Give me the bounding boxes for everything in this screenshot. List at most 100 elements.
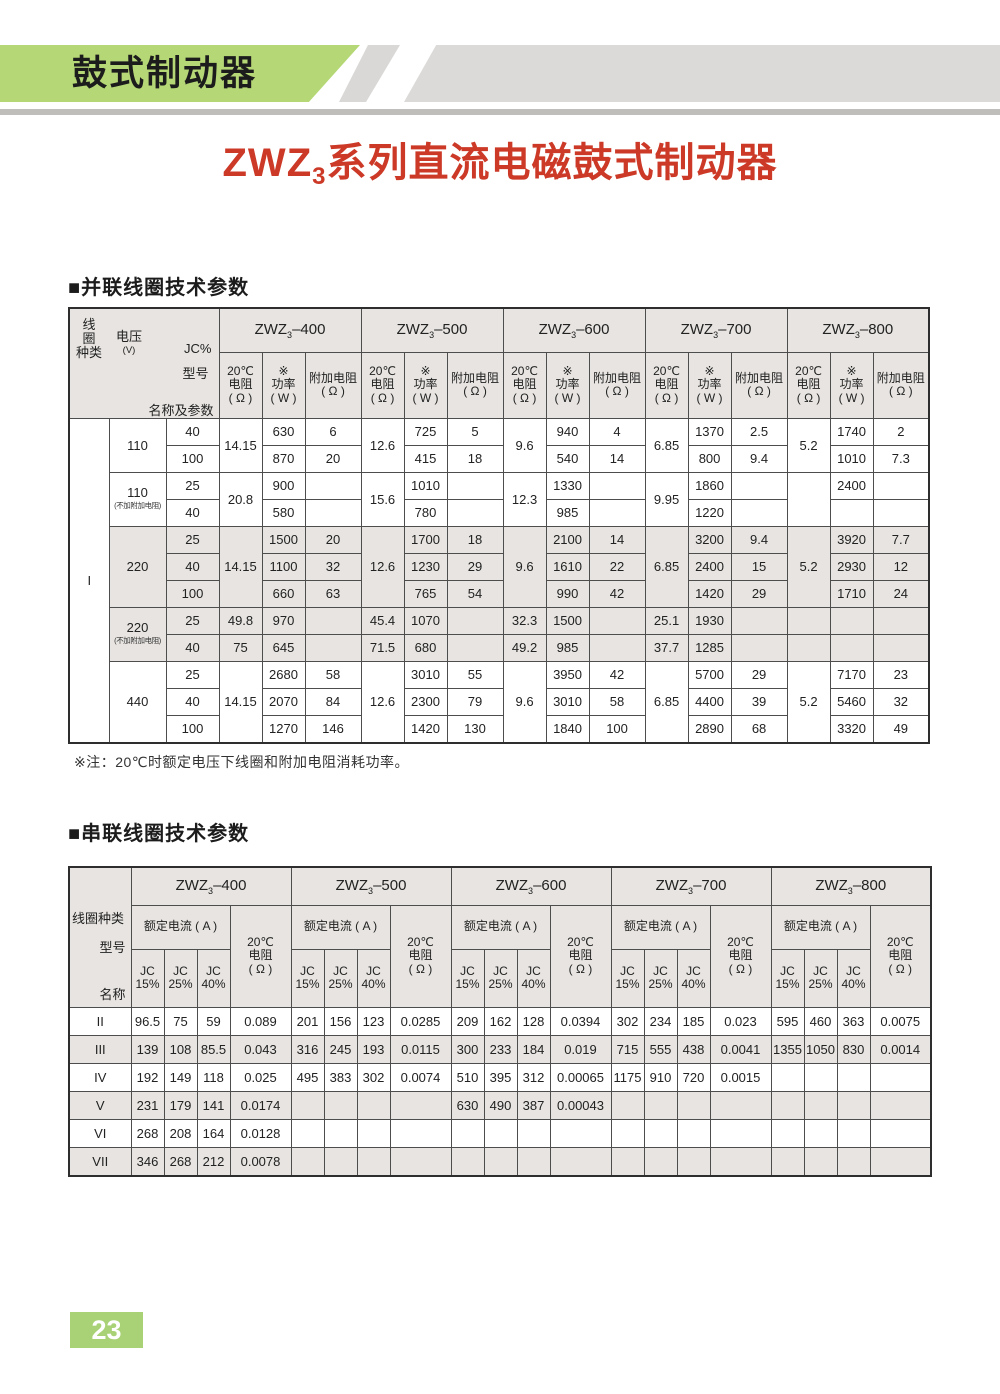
corner-label-model: 型号 [182,366,209,382]
table-cell: 0.0174 [229,1090,292,1120]
table-cell: 9.6 [502,417,547,473]
table-cell: 29 [730,660,788,689]
table-cell: 100 [165,714,220,743]
table-cell: 2400 [829,471,874,500]
table-cell: 2680 [261,660,306,689]
table-cell: 49.8 [218,606,263,635]
table-cell: 440 [108,660,167,743]
table-cell: 40 [165,417,220,446]
table-cell: 7.7 [872,525,930,554]
table-cell [588,633,646,662]
table-cell [803,1062,838,1092]
table-cell: 208 [163,1118,198,1148]
table-cell: 2070 [261,687,306,716]
table-cell [709,1118,772,1148]
table-cell: 110 [108,417,167,473]
table-cell: 725 [403,417,448,446]
table-cell [786,606,831,635]
corner-label-name-params: 名称及参数 [148,403,214,418]
table-cell: 300 [450,1034,485,1064]
table-cell: 268 [163,1146,198,1176]
table-cell: 220 [108,525,167,608]
table-cell: 25.1 [644,606,689,635]
table-cell: 9.95 [644,471,689,527]
table-cell: 1860 [687,471,732,500]
table-cell: 59 [196,1006,231,1036]
table-cell: 29 [730,579,788,608]
table-note: ※注：20℃时额定电压下线圈和附加电阻消耗功率。 [74,754,410,770]
table-cell [872,471,930,500]
table-cell: 1500 [261,525,306,554]
table-cell [304,471,362,500]
rated-current-header: 额定电流 ( A ) [450,904,551,950]
series-table-body: II 96.5 75 59 0.089 201 156 123 0.0285 209 162 128 0… [68,1006,932,1176]
table-row: 220 25 14.15 1500 20 12.6 1700 18 9.6 2100 14 6.85 3… [69,525,930,608]
corner-label-voltage: 电压 (V) [116,329,143,357]
table-cell: 25 [165,525,220,554]
page-title-subscript: 3 [312,163,327,190]
table-cell: 4 [588,417,646,446]
table-cell: 3920 [829,525,874,554]
table-cell: 387 [516,1090,551,1120]
table-cell: 985 [545,498,590,527]
subheader-added-resistance: 附加电阻 ( Ω ) [872,351,930,419]
voltage-unit: (V) [122,345,136,357]
corner-label-name: 名称 [99,987,126,1003]
table-cell [290,1118,325,1148]
table-cell: 15.6 [360,471,405,527]
table-cell [323,1146,358,1176]
table-cell: 37.7 [644,633,689,662]
table-cell: 40 [165,633,220,662]
table-cell [610,1118,645,1148]
table-row: II 96.5 75 59 0.089 201 156 123 0.0285 209 162 128 0… [68,1006,932,1036]
table-cell: 12.6 [360,525,405,608]
subheader-resistance: 20℃ 电阻 ( Ω ) [229,904,292,1008]
table-cell: 1840 [545,714,590,743]
table-cell [872,606,930,635]
table-cell: 5.2 [786,525,831,608]
table-cell: 55 [446,660,504,689]
table-cell: 156 [323,1006,358,1036]
table-cell: 900 [261,471,306,500]
table-cell: 2 [872,417,930,446]
table-cell [803,1118,838,1148]
table-cell: 42 [588,660,646,689]
table-jc-header-row: JC 15% JC 25% JC 40% JC 15% JC 25% JC 40… [69,948,931,1008]
jc40-header: JC 40% [836,948,871,1008]
table-cell: 9.4 [730,525,788,554]
corner-label-coil-type: 线 圈 种类 [76,317,103,361]
table-cell [588,498,646,527]
table-cell: 415 [403,444,448,473]
table-cell: 460 [803,1006,838,1036]
subheader-power: ※ 功率 ( W ) [829,351,874,419]
table-cell: 58 [588,687,646,716]
table-cell: 2890 [687,714,732,743]
corner-header-cell: 型号 名称及参数 线 圈 种类 电压 (V) JC% [68,307,220,419]
jc25-header: JC 25% [323,948,358,1008]
table-cell: 312 [516,1062,551,1092]
table-cell: 7170 [829,660,874,689]
table-cell: 139 [130,1034,165,1064]
table-cell: 100 [165,444,220,473]
table-cell: 0.089 [229,1006,292,1036]
parallel-coil-table: 型号 名称及参数 线 圈 种类 电压 (V) JC% ZWZ3–400 ZWZ3–… [68,307,931,744]
subheader-resistance: 20℃ 电阻 ( Ω ) [502,351,547,419]
table-cell: 1500 [545,606,590,635]
jc25-header: JC 25% [483,948,518,1008]
table-cell: 1610 [545,552,590,581]
table-cell: 1220 [687,498,732,527]
table-cell: 100 [165,579,220,608]
table-row: 100 870 20 415 18 540 14 800 9.4 1010 7.3 [69,444,930,473]
table-subheader-row: 额定电流 ( A ) 20℃ 电阻 ( Ω ) 额定电流 ( A ) 20℃ 电… [69,904,932,1008]
table-cell: 1355 [770,1034,805,1064]
table-cell: 42 [588,579,646,608]
table-cell [549,1146,612,1176]
table-cell: 510 [450,1062,485,1092]
table-cell: 245 [323,1034,358,1064]
subheader-power: ※ 功率 ( W ) [687,351,732,419]
table-cell: 40 [165,552,220,581]
table-cell: 20 [304,444,362,473]
table-cell: 32.3 [502,606,547,635]
table-cell: 25 [165,606,220,635]
table-cell [730,606,788,635]
